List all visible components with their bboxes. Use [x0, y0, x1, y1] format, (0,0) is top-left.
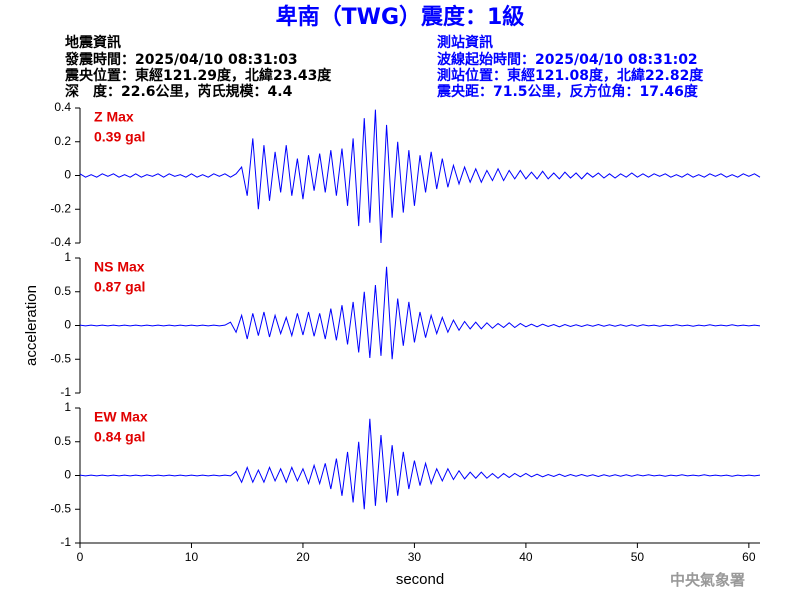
annotation: NS Max [94, 259, 145, 275]
x-axis-label: second [396, 571, 444, 588]
x-tick-label: 10 [185, 550, 199, 564]
y-tick-label: -0.4 [50, 235, 71, 249]
chart-title: 卑南（TWG）震度：1級 [276, 4, 525, 30]
y-tick-label: -0.2 [50, 201, 71, 215]
y-tick-label: 0 [64, 318, 71, 332]
y-axis-label: acceleration [23, 285, 40, 366]
y-tick-label: 0 [64, 168, 71, 182]
y-tick-label: 0.4 [54, 100, 71, 114]
info-right: 測站資訊 [437, 34, 493, 51]
x-tick-label: 60 [742, 550, 756, 564]
annotation: 0.39 gal [94, 129, 145, 145]
y-tick-label: -0.5 [50, 501, 71, 515]
waveform [79, 266, 761, 360]
info-right: 震央距：71.5公里，反方位角：17.46度 [436, 83, 699, 100]
y-tick-label: -1 [60, 385, 71, 399]
waveform [79, 418, 761, 510]
y-tick-label: 0.5 [54, 434, 71, 448]
annotation: 0.87 gal [94, 279, 145, 295]
y-tick-label: 0.2 [54, 134, 71, 148]
info-left: 深 度：22.6公里，芮氏規模：4.4 [65, 83, 293, 100]
x-tick-label: 50 [631, 550, 645, 564]
y-tick-label: 1 [64, 250, 71, 264]
y-tick-label: 1 [64, 400, 71, 414]
x-tick-label: 40 [519, 550, 533, 564]
y-tick-label: 0.5 [54, 284, 71, 298]
info-left: 發震時間：2025/04/10 08:31:03 [64, 51, 298, 68]
y-tick-label: -1 [60, 535, 71, 549]
watermark: 中央氣象署 [670, 571, 745, 589]
info-left: 地震資訊 [65, 34, 121, 51]
info-right: 波線起始時間：2025/04/10 08:31:02 [437, 51, 698, 68]
y-tick-label: -0.5 [50, 351, 71, 365]
annotation: EW Max [94, 409, 148, 425]
waveform [79, 109, 761, 244]
info-left: 震央位置：東經121.29度，北緯23.43度 [64, 67, 332, 84]
x-tick-label: 0 [77, 550, 84, 564]
info-right: 測站位置：東經121.08度，北緯22.82度 [437, 67, 704, 84]
annotation: Z Max [94, 109, 134, 125]
y-tick-label: 0 [64, 468, 71, 482]
annotation: 0.84 gal [94, 429, 145, 445]
x-tick-label: 30 [408, 550, 422, 564]
x-tick-label: 20 [296, 550, 310, 564]
